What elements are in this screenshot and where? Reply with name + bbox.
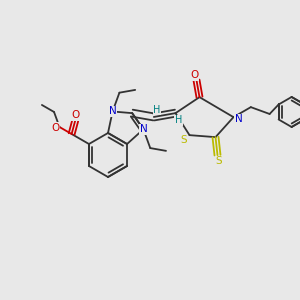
Text: H: H bbox=[153, 105, 160, 115]
Text: O: O bbox=[190, 70, 199, 80]
Text: N: N bbox=[140, 124, 147, 134]
Text: N: N bbox=[235, 114, 242, 124]
Text: N: N bbox=[109, 106, 116, 116]
Text: O: O bbox=[71, 110, 80, 121]
Text: S: S bbox=[215, 156, 222, 166]
Text: S: S bbox=[180, 135, 187, 145]
Text: H: H bbox=[175, 115, 182, 125]
Text: O: O bbox=[51, 123, 60, 133]
